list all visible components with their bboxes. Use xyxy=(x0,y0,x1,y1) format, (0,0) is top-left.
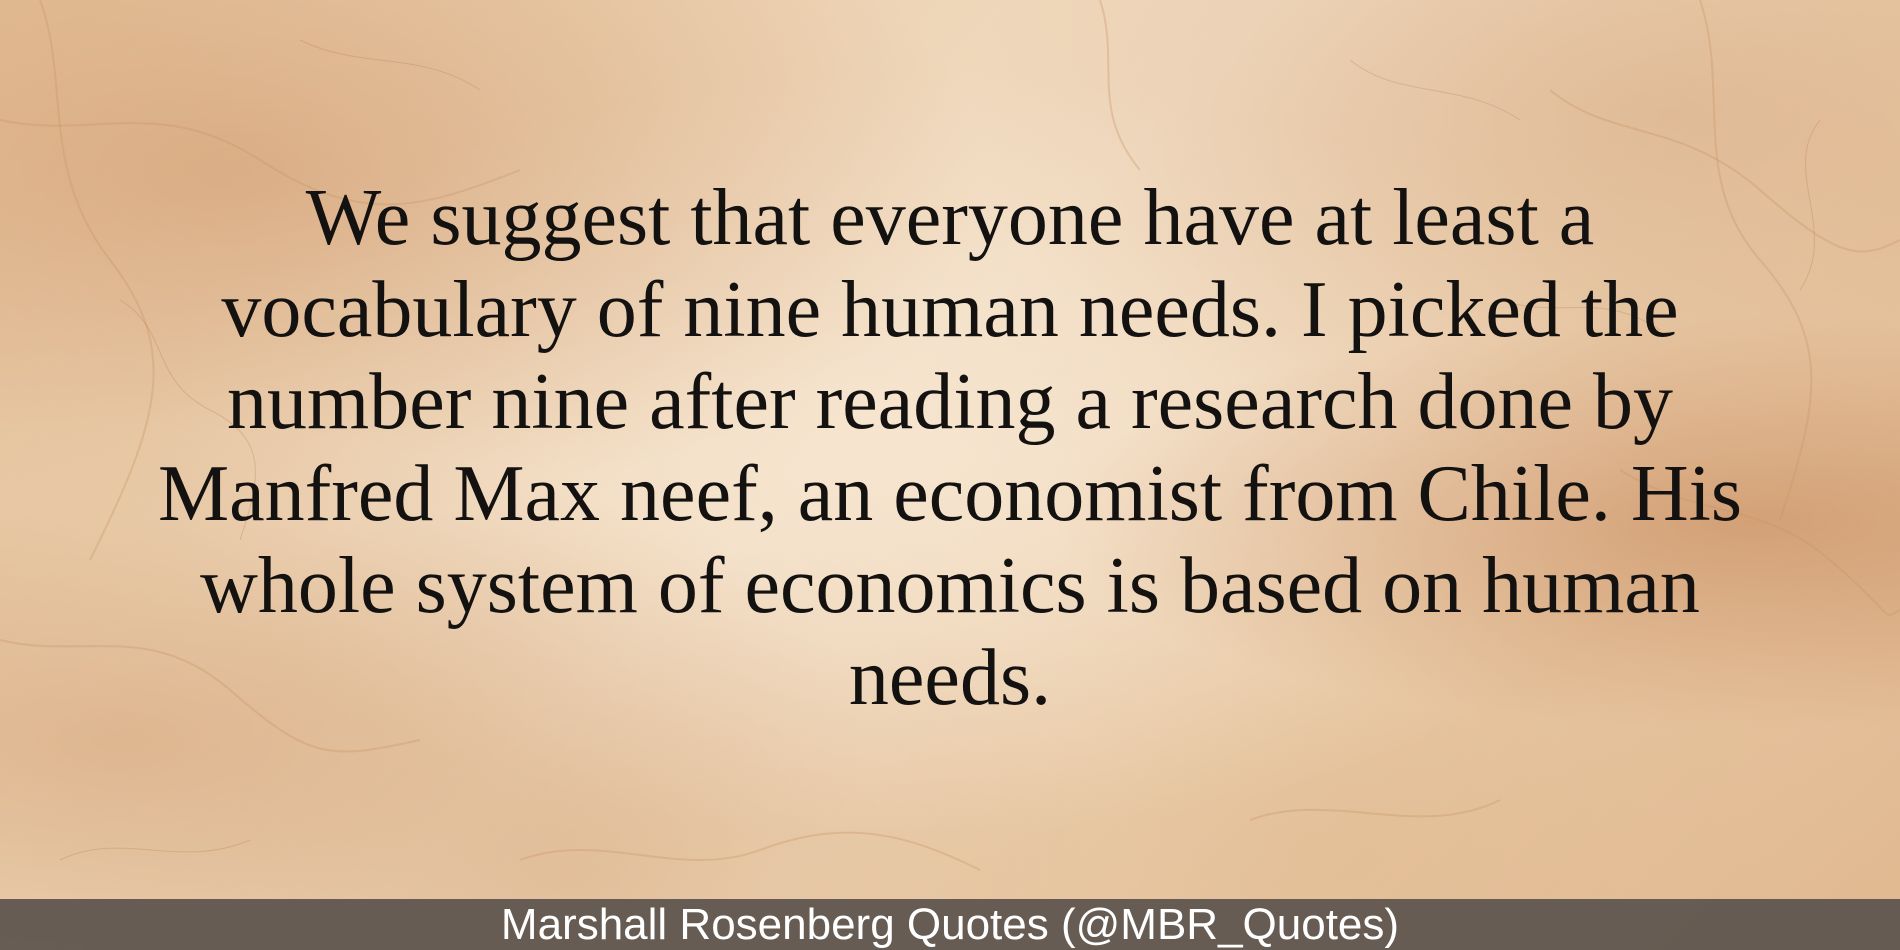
attribution-bar: Marshall Rosenberg Quotes (@MBR_Quotes) xyxy=(0,899,1900,950)
quote-text: We suggest that everyone have at least a… xyxy=(157,174,1743,722)
attribution-text: Marshall Rosenberg Quotes (@MBR_Quotes) xyxy=(500,900,1400,949)
